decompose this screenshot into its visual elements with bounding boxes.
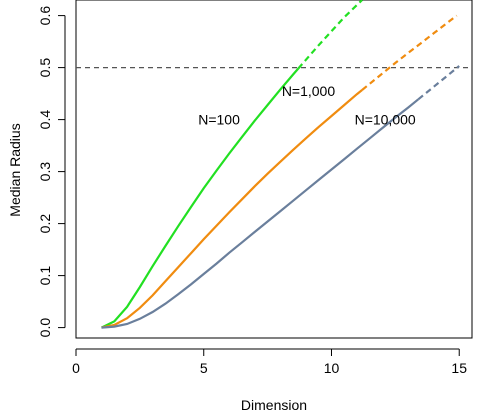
series-layer [101,0,460,329]
x-tick-label: 0 [72,360,80,376]
curve-label-3: N=10,000 [355,112,416,128]
x-tick-label: 15 [451,360,467,376]
x-tick-label: 10 [324,360,340,376]
y-tick-label: 0.5 [37,58,53,78]
x-tick-label: 5 [200,360,208,376]
series-line-3 [101,98,419,329]
y-tick-label: 0.1 [37,266,53,286]
x-axis-title: Dimension [241,397,307,413]
y-tick-label: 0.4 [37,110,53,130]
plot-frame [75,0,473,339]
curve-label-2: N=1,000 [282,83,336,99]
series-extension-1 [297,0,363,70]
curve-label-layer: N=100 N=1,000 N=10,000 [198,83,416,128]
series-line-2 [101,89,363,329]
series-extension-3 [417,65,460,101]
series-line-1 [101,67,300,329]
y-tick-label: 0.0 [37,318,53,338]
y-axis-title: Median Radius [7,123,23,216]
y-axis: 0.0 0.1 0.2 0.3 0.4 0.5 0.6 [37,6,66,338]
x-axis: 0 5 10 15 [72,348,467,376]
y-tick-label: 0.6 [37,6,53,26]
y-tick-label: 0.3 [37,162,53,182]
series-extension-2 [361,14,458,91]
curve-label-1: N=100 [198,112,240,128]
y-tick-label: 0.2 [37,214,53,234]
